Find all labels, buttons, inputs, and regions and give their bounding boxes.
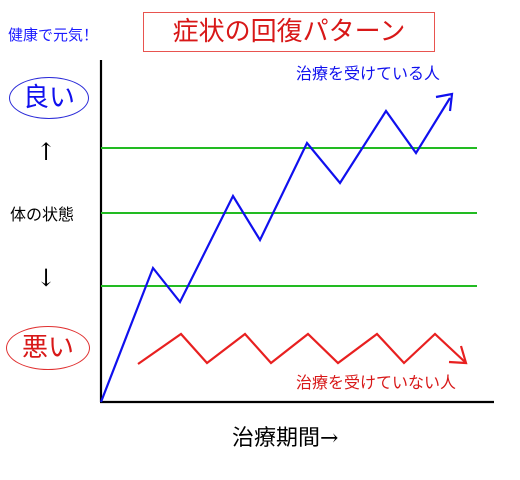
title-box: 症状の回復パターン — [143, 12, 435, 52]
untreated-line — [137, 332, 466, 365]
good-badge: 良い — [9, 77, 89, 119]
up-arrow-icon: ↑ — [36, 138, 57, 166]
x-axis-label: 治療期間→ — [232, 426, 339, 451]
untreated-series-label: 治療を受けていない人 — [296, 373, 457, 392]
good-label: 良い — [22, 83, 75, 113]
page-title: 症状の回復パターン — [172, 17, 406, 47]
treated-arrowhead — [435, 92, 454, 112]
bad-label: 悪い — [21, 333, 74, 363]
down-arrow-icon: ↓ — [36, 264, 57, 292]
treated-line — [99, 97, 451, 403]
y-axis-label: 体の状態 — [10, 205, 75, 224]
treated-series-label: 治療を受けている人 — [296, 64, 441, 83]
slogan: 健康で元気！ — [8, 26, 99, 44]
untreated-arrowhead — [448, 345, 468, 365]
bad-badge: 悪い — [6, 326, 90, 370]
